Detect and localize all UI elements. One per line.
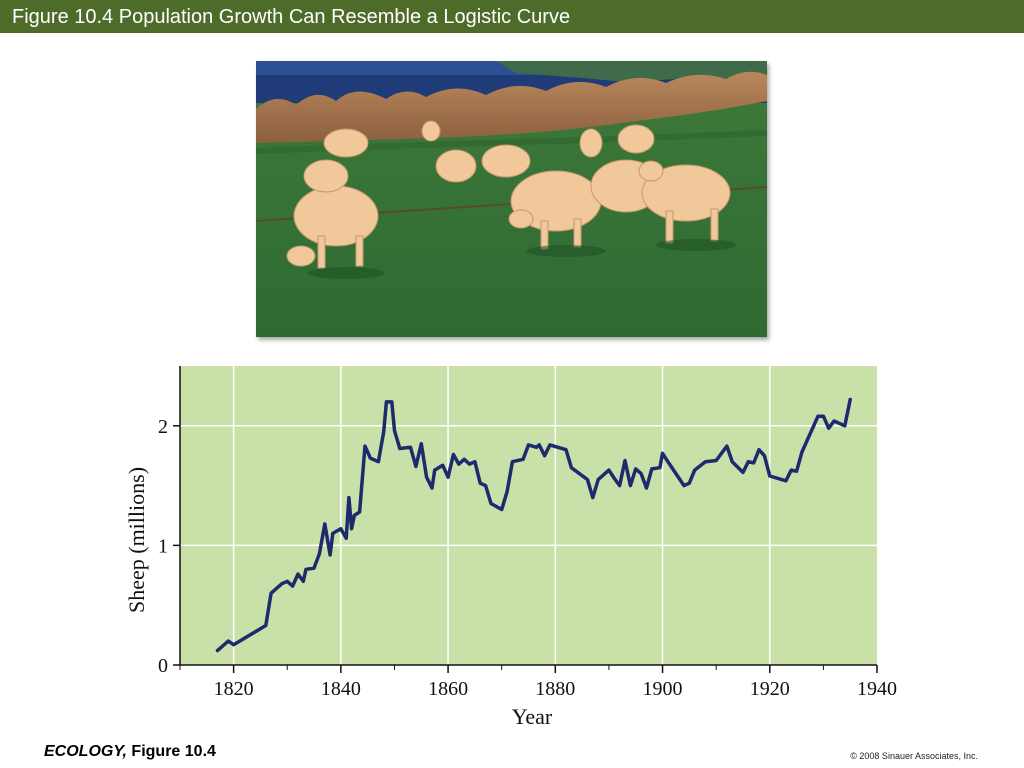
x-tick-label-1860: 1860 <box>428 678 468 700</box>
plot-area <box>180 366 877 665</box>
y-tick-label-1: 1 <box>158 535 168 557</box>
footer-copyright: © 2008 Sinauer Associates, Inc. <box>850 751 978 761</box>
y-tick-label-2: 2 <box>158 416 168 438</box>
x-tick-label-1840: 1840 <box>321 678 361 700</box>
y-axis-ticks: 0 1 2 <box>158 416 180 677</box>
sheep-grazing-photo <box>256 61 767 337</box>
x-axis-label: Year <box>512 704 553 729</box>
footer-figure-label: Figure 10.4 <box>126 743 216 760</box>
x-tick-label-1880: 1880 <box>535 678 575 700</box>
title-bar: Figure 10.4 Population Growth Can Resemb… <box>0 0 1024 33</box>
x-axis-ticks: 1820 1840 1860 1880 1900 1920 1940 <box>179 665 897 700</box>
x-tick-label-1820: 1820 <box>214 678 254 700</box>
grid-lines <box>180 366 877 665</box>
y-axis-label: Sheep (millions) <box>124 467 149 613</box>
series-group <box>215 397 852 653</box>
x-tick-label-1900: 1900 <box>643 678 683 700</box>
slide-title: Figure 10.4 Population Growth Can Resemb… <box>12 6 571 28</box>
axes <box>179 366 877 666</box>
sheep-photo-illustration <box>256 61 767 337</box>
sheep-population-chart: 1820 1840 1860 1880 1900 1920 1940 0 1 2 Year Sh… <box>124 366 897 729</box>
y-tick-label-0: 0 <box>158 655 168 677</box>
x-tick-label-1940: 1940 <box>857 678 897 700</box>
footer-book-title: ECOLOGY, <box>44 743 127 760</box>
series-line-0 <box>215 397 852 653</box>
footer-citation: ECOLOGY, Figure 10.4 <box>44 743 216 761</box>
x-tick-label-1920: 1920 <box>750 678 790 700</box>
